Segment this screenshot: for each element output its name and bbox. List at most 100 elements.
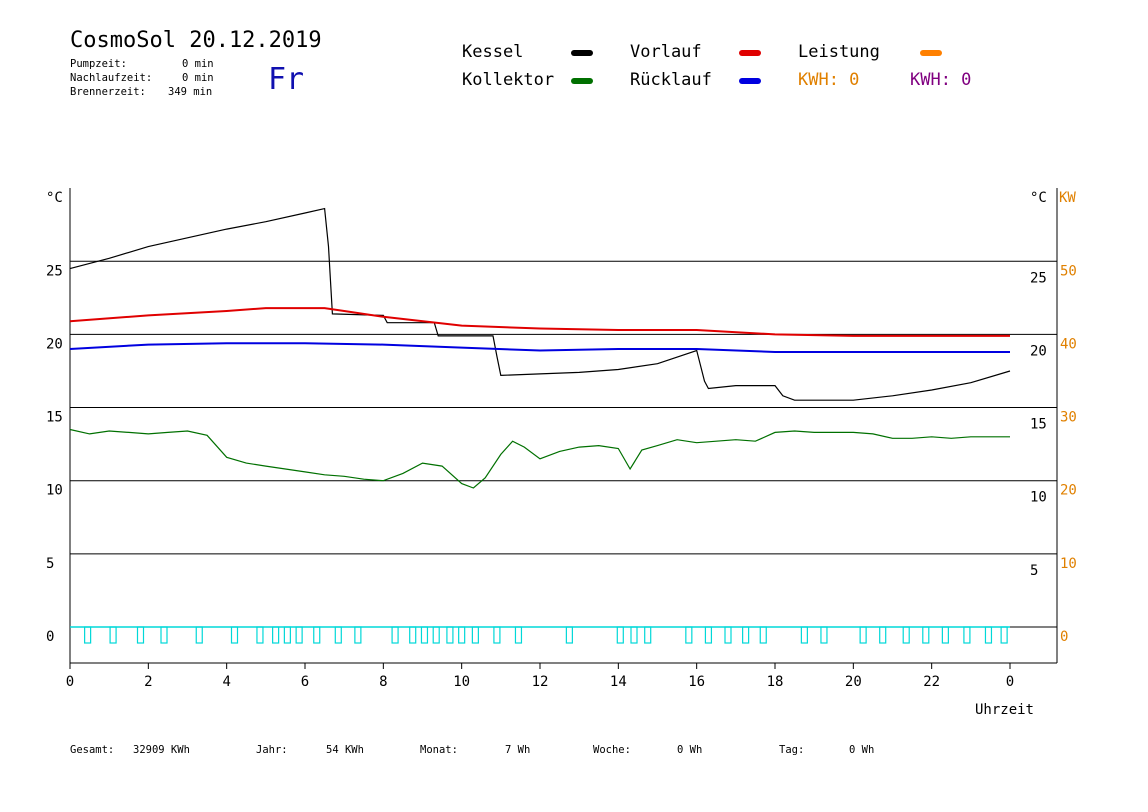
pump-pulse — [354, 626, 362, 644]
pump-pulse — [409, 626, 417, 644]
kw-tick: 10 — [1060, 556, 1077, 572]
series-line-ruecklauf — [69, 342, 1010, 353]
y-tick-right: 15 — [1030, 417, 1047, 433]
footer-jahr-label: Jahr: — [256, 744, 288, 756]
pump-value: 0 min — [182, 58, 214, 70]
y-tick-right: 5 — [1030, 563, 1038, 579]
pump-pulse — [283, 626, 291, 644]
x-tick-label: 20 — [845, 674, 862, 690]
footer-woche-value: 0 Wh — [677, 744, 703, 756]
x-tick-label: 8 — [379, 674, 387, 690]
pump-pulse — [230, 626, 239, 644]
pump-pulse — [724, 626, 732, 644]
x-tick-label: 16 — [688, 674, 705, 690]
legend-ruecklauf-swatch — [739, 78, 761, 84]
legend-kwh-purple: KWH: 0 — [910, 70, 972, 90]
pump-pulse — [984, 626, 993, 644]
y-tick-right: 25 — [1030, 270, 1047, 286]
pump-pulse — [514, 626, 523, 644]
x-tick-label: 10 — [453, 674, 470, 690]
pump-pulse — [109, 626, 117, 644]
y-tick-right: 10 — [1030, 490, 1047, 506]
footer-tag-label: Tag: — [779, 744, 805, 756]
nach-label: Nachlaufzeit: — [70, 72, 153, 84]
kw-tick: 30 — [1060, 410, 1077, 426]
pump-pulse — [685, 626, 693, 644]
pump-pulse — [616, 626, 624, 644]
y-tick-left: 15 — [46, 410, 63, 426]
y-tick-left: 20 — [46, 336, 63, 352]
x-tick-label: 6 — [301, 674, 309, 690]
x-tick-label: 0 — [1006, 674, 1014, 690]
pump-pulse — [963, 626, 971, 644]
legend-kollektor-label: Kollektor — [462, 70, 555, 90]
footer-tag-value: 0 Wh — [849, 744, 875, 756]
legend-kollektor-swatch — [571, 78, 593, 84]
pump-pulse — [922, 626, 930, 644]
kw-axis-label: KW — [1059, 190, 1076, 206]
pump-pulse — [879, 626, 887, 644]
nach-value: 0 min — [182, 72, 214, 84]
legend-leistung-label: Leistung — [798, 42, 880, 62]
brenner-value: 349 min — [168, 86, 213, 98]
x-tick-label: 22 — [923, 674, 940, 690]
x-tick-label: 14 — [610, 674, 627, 690]
y-tick-left: 5 — [46, 556, 54, 572]
page-title: CosmoSol 20.12.2019 — [70, 28, 322, 53]
pump-pulse — [256, 626, 264, 644]
pump-label: Pumpzeit: — [70, 58, 127, 70]
weekday-label: Fr — [268, 62, 305, 97]
x-tick-label: 0 — [66, 674, 74, 690]
series-line-kessel — [69, 207, 1011, 401]
pump-pulse — [742, 626, 750, 644]
pump-pulse — [334, 626, 342, 644]
kw-tick: 40 — [1060, 336, 1077, 352]
pump-pulse — [565, 626, 573, 644]
legend-vorlauf-swatch — [739, 50, 761, 56]
legend-ruecklauf-label: Rücklauf — [630, 70, 712, 90]
pump-pulse — [272, 626, 280, 644]
pump-pulse — [820, 626, 828, 644]
series-line-vorlauf — [69, 307, 1010, 337]
pump-pulse — [295, 626, 303, 644]
footer-monat-value: 7 Wh — [505, 744, 531, 756]
y-axis-label-left: °C — [46, 190, 63, 206]
x-axis-title: Uhrzeit — [975, 702, 1034, 718]
brenner-label: Brennerzeit: — [70, 86, 146, 98]
footer-woche-label: Woche: — [593, 744, 631, 756]
legend-kwh-orange: KWH: 0 — [798, 70, 860, 90]
footer-monat-label: Monat: — [420, 744, 458, 756]
pump-pulse — [432, 626, 440, 644]
pump-pulse — [644, 626, 652, 644]
series-line-kollektor — [69, 428, 1010, 489]
pump-pulse — [136, 626, 145, 644]
pump-pulse — [493, 626, 501, 644]
pump-pulse — [859, 626, 867, 644]
footer-gesamt-label: Gesamt: — [70, 744, 115, 756]
pump-pulse — [195, 626, 203, 644]
x-tick-label: 18 — [767, 674, 784, 690]
y-tick-left: 10 — [46, 483, 63, 499]
pump-pulse — [420, 626, 429, 644]
pump-pulse — [759, 626, 767, 644]
x-tick-label: 4 — [222, 674, 230, 690]
x-tick-label: 2 — [144, 674, 152, 690]
kw-tick: 20 — [1060, 483, 1077, 499]
y-tick-left: 0 — [46, 629, 54, 645]
pump-pulse — [471, 626, 479, 644]
pump-pulse — [941, 626, 949, 644]
kw-tick: 50 — [1060, 263, 1077, 279]
pump-pulse — [84, 626, 92, 644]
y-tick-right: 20 — [1030, 343, 1047, 359]
footer-jahr-value: 54 KWh — [326, 744, 364, 756]
footer-gesamt-value: 32909 KWh — [133, 744, 190, 756]
pump-pulse — [446, 626, 454, 644]
pump-pulse — [313, 626, 321, 644]
pump-pulse — [902, 626, 910, 644]
legend-vorlauf-label: Vorlauf — [630, 42, 702, 62]
pump-pulse — [630, 626, 638, 644]
pump-pulse — [1000, 626, 1008, 644]
y-tick-left: 25 — [46, 263, 63, 279]
legend-kessel-swatch — [571, 50, 593, 56]
